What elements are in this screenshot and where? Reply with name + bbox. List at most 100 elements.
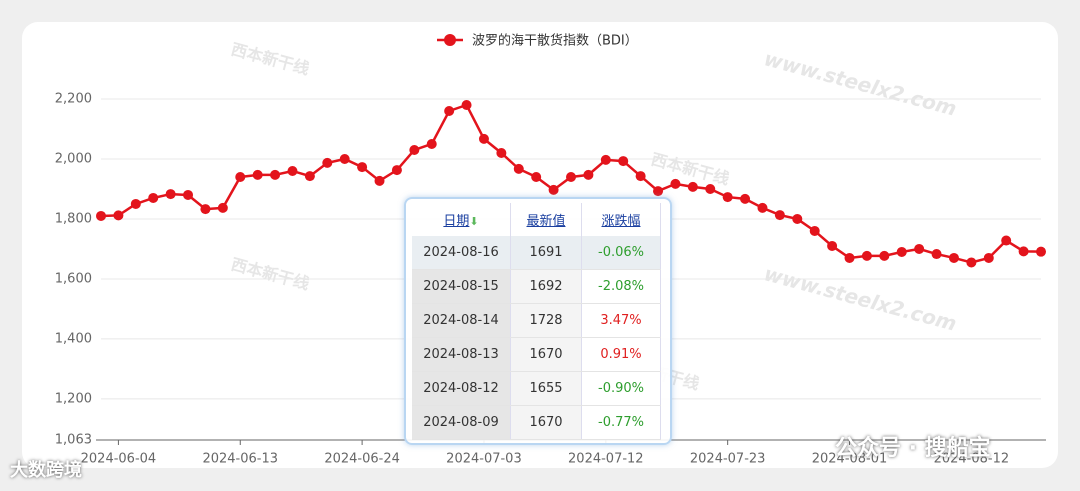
point (705, 183, 716, 194)
table-cell: -0.06% (581, 236, 661, 270)
point (391, 165, 402, 176)
point (861, 250, 872, 261)
point (914, 243, 925, 254)
point (653, 186, 664, 197)
x-tick-label: 2024-07-03 (446, 452, 522, 467)
point (165, 189, 176, 200)
point (409, 144, 420, 155)
table-header[interactable]: 日期⬇ (412, 203, 511, 236)
table-cell: 1691 (510, 236, 582, 270)
point (740, 193, 751, 204)
footer-right: 公众号 · 搜船宝 (835, 436, 991, 461)
point (287, 165, 298, 176)
table-cell: 1728 (510, 303, 582, 338)
point (322, 157, 333, 168)
table-cell: 1692 (510, 269, 582, 304)
table-row: 2024-08-15 1692 -2.08% (412, 269, 661, 304)
legend-marker (444, 34, 456, 46)
table-row: 2024-08-16 1691 -0.06% (412, 236, 661, 270)
table: 日期⬇ 最新值 涨跌幅 2024-08-16 1691 -0.06% 2024-08-15 1… (412, 203, 661, 440)
point (566, 171, 576, 182)
footer-left: 大数跨境 (10, 460, 82, 481)
x-tick-label: 2024-07-12 (568, 452, 644, 467)
point (1036, 246, 1046, 257)
x-tick-label: 2024-08-01 (812, 452, 888, 467)
table-cell: -0.77% (581, 405, 661, 440)
point (635, 171, 646, 182)
watermark: 西本新干线 (229, 255, 311, 294)
point (113, 210, 124, 221)
point (983, 252, 994, 263)
table-cell: 2024-08-14 (412, 303, 511, 338)
table-cell: 1670 (510, 405, 582, 440)
y-tick-label: 2,000 (55, 151, 92, 166)
legend-label: 波罗的海干散货指数（BDI） (472, 33, 638, 49)
y-tick-label: 1,200 (55, 391, 92, 406)
point (948, 252, 959, 263)
watermark: www.steelx2.com (762, 46, 960, 120)
table-cell: 2024-08-09 (412, 405, 511, 440)
point (96, 210, 106, 221)
table-cell: 0.91% (581, 337, 661, 372)
x-tick-label: 2024-06-04 (81, 452, 157, 467)
table-row: 2024-08-14 1728 3.47% (412, 303, 661, 338)
point (687, 181, 698, 192)
table-cell: 2024-08-16 (412, 236, 511, 270)
point (618, 156, 629, 167)
point (583, 169, 594, 180)
table-header[interactable]: 涨跌幅 (581, 203, 661, 236)
point (252, 169, 263, 180)
point (966, 257, 977, 268)
y-tick-label: 2,200 (55, 92, 92, 107)
point (792, 213, 803, 224)
point (809, 225, 820, 236)
watermark: 西本新干线 (229, 40, 311, 79)
point (513, 163, 524, 174)
table-cell: -2.08% (581, 269, 661, 304)
point (478, 133, 489, 144)
point (270, 169, 281, 180)
point (444, 105, 455, 116)
point (148, 192, 159, 203)
point (600, 154, 611, 165)
table-cell: 3.47% (581, 303, 661, 338)
sort-icon[interactable]: ⬇ (469, 215, 479, 228)
table-cell: 2024-08-12 (412, 371, 511, 406)
table-row: 2024-08-09 1670 -0.77% (412, 405, 661, 440)
x-tick-label: 2024-06-13 (202, 452, 278, 467)
point (670, 178, 681, 189)
point (844, 252, 855, 263)
point (130, 198, 141, 209)
x-tick-label: 2024-08-12 (934, 452, 1010, 467)
table-row: 2024-08-12 1655 -0.90% (412, 371, 661, 406)
point (461, 99, 472, 110)
point (217, 202, 228, 213)
point (1001, 235, 1012, 246)
point (757, 202, 768, 213)
point (339, 153, 350, 164)
data-table: 日期⬇ 最新值 涨跌幅 2024-08-16 1691 -0.06% 2024-08-15 1… (404, 197, 672, 445)
table-cell: -0.90% (581, 371, 661, 406)
y-tick-label: 1,600 (55, 271, 92, 286)
table-cell: 2024-08-15 (412, 269, 511, 304)
point (722, 192, 733, 203)
header-text[interactable]: 涨跌幅 (601, 214, 641, 229)
x-tick-label: 2024-06-24 (324, 452, 400, 467)
point (183, 189, 194, 200)
point (304, 171, 315, 182)
x-tick-label: 2024-07-23 (690, 452, 766, 467)
watermark: www.steelx2.com (762, 261, 960, 335)
header-text[interactable]: 日期 (443, 214, 470, 229)
point (827, 240, 838, 251)
table-header[interactable]: 最新值 (510, 203, 582, 236)
header-text[interactable]: 最新值 (526, 214, 566, 229)
point (426, 138, 437, 149)
y-tick-label: 1,063 (55, 433, 92, 448)
table-cell: 1670 (510, 337, 582, 372)
table-cell: 1655 (510, 371, 582, 406)
point (548, 184, 559, 195)
y-tick-label: 1,800 (55, 211, 92, 226)
point (896, 246, 907, 257)
point (879, 250, 890, 261)
